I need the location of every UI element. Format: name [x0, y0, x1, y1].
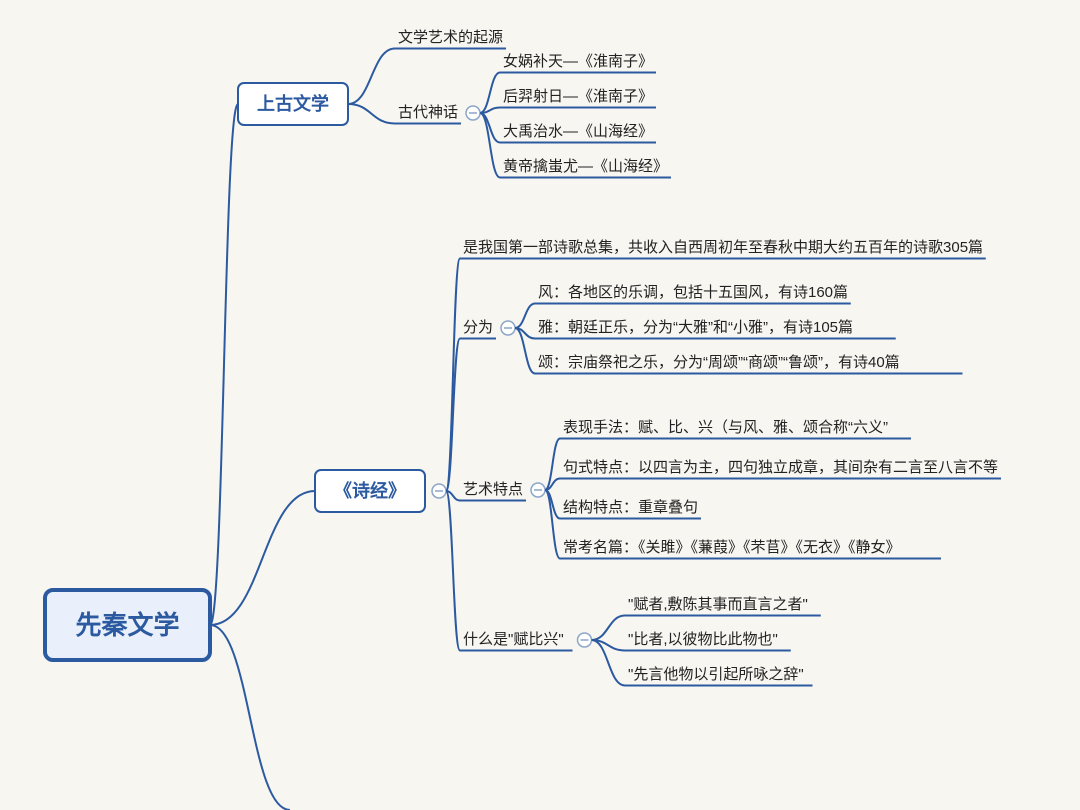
link-root-ancient [210, 104, 238, 625]
leaf-shijing-0: 是我国第一部诗歌总集，共收入自西周初年至春秋中期大约五百年的诗歌305篇 [463, 238, 983, 256]
leaf-myth-1: 后羿射日—《淮南子》 [503, 88, 653, 105]
link-art-0 [545, 439, 560, 491]
mid-art: 艺术特点 [463, 481, 523, 498]
leaf-fbx-2: "先言他物以引起所咏之辞" [628, 666, 804, 683]
link-shijing-0 [446, 259, 460, 492]
link-fenwei-2 [515, 328, 535, 374]
leaf-art-0: 表现手法：赋、比、兴（与风、雅、颂合称“六义” [563, 419, 888, 436]
link-art-3 [545, 490, 560, 559]
link-ancient-0 [348, 49, 395, 105]
link-ancient-1 [348, 104, 395, 124]
link-shijing-3 [446, 491, 460, 651]
mid-fenwei: 分为 [463, 319, 493, 336]
leaf-art-1: 句式特点：以四言为主，四句独立成章，其间杂有二言至八言不等 [563, 458, 998, 476]
link-root-more [210, 625, 290, 810]
leaf-fenwei-2: 颂：宗庙祭祀之乐，分为“周颂”“商颂”“鲁颂”，有诗40篇 [538, 353, 900, 371]
link-fbx-0 [592, 616, 626, 641]
leaf-art-3: 常考名篇：《关雎》《蒹葭》《芣苢》《无衣》《静女》 [563, 538, 901, 556]
link-myth-2 [480, 113, 500, 143]
mid-myth: 古代神话 [398, 104, 458, 121]
leaf-fbx-0: "赋者,敷陈其事而直言之者" [628, 595, 808, 613]
branch-label-shijing: 《诗经》 [334, 480, 406, 501]
leaf-myth-2: 大禹治水—《山海经》 [503, 123, 653, 140]
root-label: 先秦文学 [75, 610, 179, 640]
leaf-fenwei-0: 风：各地区的乐调，包括十五国风，有诗160篇 [538, 283, 848, 301]
leaf-fenwei-1: 雅：朝廷正乐，分为“大雅”和“小雅”，有诗105篇 [538, 318, 853, 336]
link-root-shijing [210, 491, 315, 625]
branch-label-ancient: 上古文学 [257, 93, 329, 114]
leaf-ancient-0: 文学艺术的起源 [398, 29, 503, 46]
leaf-myth-0: 女娲补天—《淮南子》 [503, 52, 653, 70]
mindmap-canvas: 先秦文学 上古文学 文学艺术的起源古代神话 女娲补天—《淮南子》后羿射日—《淮南子》大… [0, 0, 1080, 810]
mid-fbx: 什么是"赋比兴" [463, 631, 564, 648]
link-myth-3 [480, 113, 500, 178]
leaf-art-2: 结构特点：重章叠句 [563, 498, 698, 516]
leaf-myth-3: 黄帝擒蚩尤—《山海经》 [503, 158, 668, 175]
leaf-fbx-1: "比者,以彼物比此物也" [628, 631, 778, 648]
link-fbx-2 [592, 640, 626, 686]
link-fenwei-0 [515, 304, 535, 329]
